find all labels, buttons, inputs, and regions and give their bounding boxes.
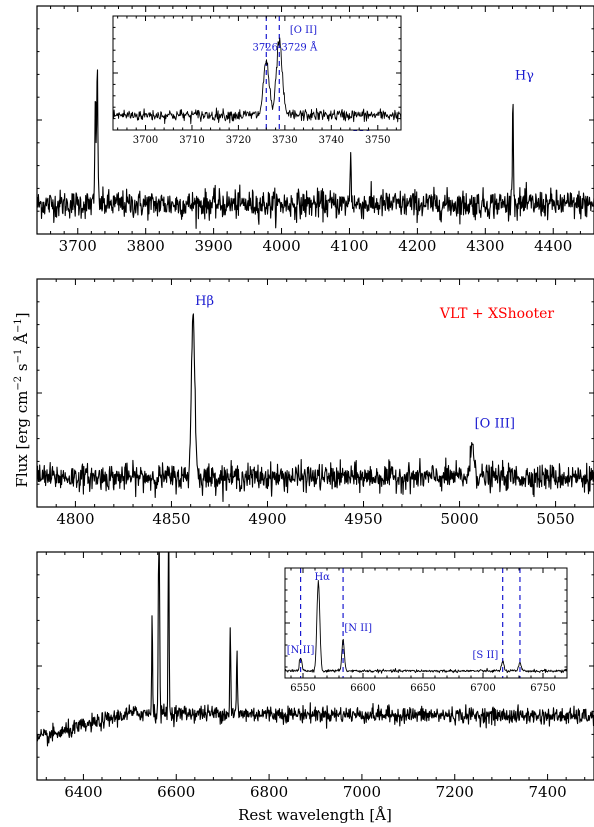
panel2-line-label-1: [O III] [475, 417, 515, 432]
panel2-x-tick-label: 5000 [440, 510, 478, 528]
y-axis-title-exp3: −1 [13, 318, 24, 333]
panel2-x-tick-label: 5050 [536, 510, 574, 528]
panel2-x-tick-label: 4850 [152, 510, 190, 528]
panel1-inset-x-tick-label: 3740 [319, 135, 344, 146]
y-axis-title: Flux [erg cm−2 s−1 Å−1] [13, 312, 31, 487]
panel1-x-tick-label: 4100 [330, 237, 368, 255]
panel1-inset-x-tick-label: 3710 [179, 135, 204, 146]
panel3-inset-x-tick-label: 6650 [410, 683, 435, 694]
panel1-inset-x-tick-label: 3700 [133, 135, 158, 146]
panel1-inset-x-tick-label: 3720 [226, 135, 251, 146]
y-axis-title-mid: s [13, 363, 31, 375]
panel1-inset-line-label-1: 3726-3729 Å [253, 42, 318, 54]
panel3-inset-x-tick-label: 6700 [470, 683, 495, 694]
panel1-x-tick-label: 3900 [195, 237, 233, 255]
panels: 37003800390040004100420043004400HδHγ3700… [36, 5, 594, 801]
panel3-x-tick-label: 6400 [64, 783, 102, 801]
panel3-x-tick-label: 7200 [436, 783, 474, 801]
panel1-x-tick-label: 3700 [59, 237, 97, 255]
panel1-inset-x-tick-label: 3750 [365, 135, 390, 146]
panel2-background [37, 279, 594, 507]
y-axis-title-main: Flux [erg cm [13, 391, 31, 488]
panel2-x-tick-label: 4900 [248, 510, 286, 528]
panel3-inset-x-tick-label: 6550 [290, 683, 315, 694]
panel1-inset-line-label-0: [O II] [290, 25, 317, 36]
panel1-x-tick-label: 4300 [466, 237, 504, 255]
panel3-inset-line-label-0: [N II] [287, 645, 315, 656]
y-axis-title-exp2: −1 [13, 349, 24, 364]
panel3-spectrum-line [36, 551, 594, 747]
panel3-inset-line-label-3: [S II] [473, 650, 499, 661]
y-axis-title-exp1: −2 [13, 376, 24, 391]
y-axis-title-close: ] [13, 312, 31, 318]
panel1-inset-spectrum-line [112, 37, 402, 125]
y-axis-title-tail1: Å [13, 333, 31, 349]
panel3-x-tick-label: 7400 [528, 783, 566, 801]
panel3-inset-spectrum-line [284, 580, 568, 674]
panel2-line-label-0: Hβ [195, 294, 214, 309]
panel3-inset-background [285, 568, 567, 678]
panel1-x-tick-label: 4400 [534, 237, 572, 255]
panel1-line-label-1: Hγ [515, 68, 534, 83]
panel3-inset-line-label-1: Hα [314, 572, 330, 583]
panel3-inset-x-tick-label: 6600 [350, 683, 375, 694]
panel1-spectrum-line [36, 69, 594, 229]
panel3-x-tick-label: 7000 [343, 783, 381, 801]
panel1-inset-x-tick-label: 3730 [272, 135, 297, 146]
panel2-x-tick-label: 4800 [56, 510, 94, 528]
x-axis-title: Rest wavelength [Å] [238, 806, 392, 824]
panel3-inset-line-label-2: [N II] [344, 623, 372, 634]
panel1-inset: 3700 3710 3720 3730 3740 3750 [O II] 3726-3729 … [112, 15, 402, 146]
panel2-spectrum-line [36, 313, 594, 503]
instrument-annotation: VLT + XShooter [439, 306, 555, 322]
panel2-x-tick-label: 4950 [344, 510, 382, 528]
panel3-inset: 6550 6600 6650 6700 6750 [N II] Hα [N II] [S II] [284, 567, 568, 694]
panel3-inset-x-tick-label: 6750 [530, 683, 555, 694]
panel2: 4800 4850 4900 4950 5000 5050 Hβ [O III] [36, 278, 594, 528]
panel3-x-tick-label: 6800 [250, 783, 288, 801]
panel1-x-tick-label: 4000 [262, 237, 300, 255]
panel3-x-tick-label: 6600 [157, 783, 195, 801]
panel1-x-tick-label: 3800 [127, 237, 165, 255]
panel1-x-tick-label: 4200 [398, 237, 436, 255]
